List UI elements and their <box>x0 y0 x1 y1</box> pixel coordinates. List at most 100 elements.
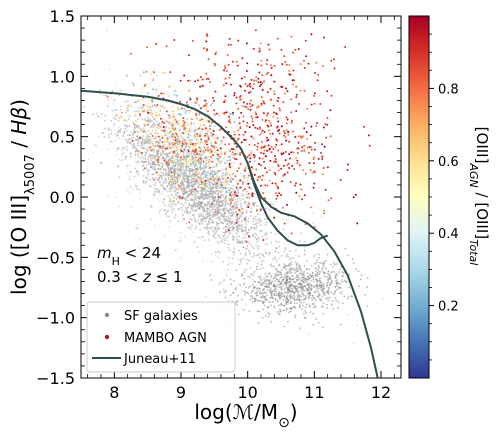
agn-point <box>188 96 191 99</box>
sf-point <box>280 288 282 291</box>
sf-point <box>200 212 202 215</box>
sf-point <box>207 230 210 233</box>
sf-point <box>264 249 266 252</box>
agn-point <box>153 125 156 128</box>
agn-point <box>295 157 298 160</box>
sf-point <box>337 306 339 309</box>
sf-point <box>302 301 305 304</box>
sf-point <box>319 271 321 273</box>
sf-point <box>257 236 260 239</box>
sf-point <box>208 215 211 218</box>
agn-point <box>188 54 190 57</box>
sf-point <box>317 280 320 283</box>
sf-point <box>271 290 274 292</box>
sf-point <box>197 191 200 193</box>
sf-point <box>284 282 286 285</box>
sf-point <box>303 240 306 243</box>
sf-point <box>172 196 175 199</box>
agn-point <box>249 99 252 102</box>
agn-point <box>193 130 196 133</box>
agn-point <box>308 162 311 165</box>
agn-point <box>220 141 223 143</box>
agn-point <box>288 73 291 76</box>
sf-point <box>224 172 226 175</box>
sf-point <box>297 274 299 277</box>
sf-point <box>245 145 247 147</box>
sf-point <box>270 231 272 234</box>
agn-point <box>106 96 109 98</box>
agn-point <box>291 130 294 133</box>
sf-point <box>101 132 104 134</box>
sf-point <box>248 276 251 278</box>
sf-point <box>183 186 185 189</box>
agn-point <box>252 137 255 140</box>
agn-point <box>150 114 153 117</box>
sf-point <box>249 214 252 217</box>
agn-point <box>161 120 164 123</box>
sf-point <box>151 140 153 143</box>
agn-point <box>232 113 235 116</box>
sf-point <box>255 290 258 293</box>
agn-point <box>274 158 277 160</box>
sf-point <box>126 107 129 109</box>
agn-point <box>324 188 327 191</box>
sf-point <box>167 226 170 228</box>
sf-point <box>303 289 306 292</box>
sf-point <box>225 289 228 292</box>
sf-point <box>217 228 220 231</box>
sf-point <box>267 280 270 283</box>
sf-point <box>317 268 320 271</box>
sf-point <box>328 275 331 278</box>
agn-point <box>298 195 301 198</box>
agn-point <box>210 157 213 159</box>
sf-point <box>297 298 299 301</box>
agn-point <box>153 178 156 181</box>
agn-point <box>272 111 275 114</box>
sf-point <box>290 300 292 303</box>
agn-point <box>259 81 262 84</box>
agn-point <box>211 102 214 105</box>
sf-point <box>219 211 221 214</box>
agn-point <box>182 132 185 135</box>
sf-point <box>165 215 168 217</box>
agn-point <box>140 130 143 133</box>
sf-point <box>217 93 220 95</box>
sf-point <box>253 254 256 257</box>
agn-point <box>149 132 152 135</box>
agn-point <box>168 160 171 163</box>
agn-point <box>180 113 183 116</box>
sf-point <box>209 195 211 198</box>
sf-point <box>276 285 278 288</box>
agn-point <box>251 104 254 107</box>
sf-point <box>326 282 329 285</box>
sf-point <box>172 138 175 140</box>
agn-point <box>231 173 234 176</box>
sf-point <box>139 160 142 163</box>
agn-point <box>313 92 316 95</box>
agn-point <box>247 108 250 111</box>
agn-point <box>177 187 180 190</box>
sf-point <box>145 160 148 163</box>
sf-point <box>215 212 218 215</box>
sf-point <box>297 296 300 298</box>
sf-point <box>145 164 148 167</box>
agn-point <box>294 184 296 187</box>
sf-point <box>132 121 135 124</box>
sf-point <box>227 263 230 266</box>
agn-point <box>190 123 192 126</box>
sf-point <box>137 170 140 173</box>
agn-point <box>103 127 106 130</box>
sf-point <box>151 178 154 181</box>
sf-point <box>305 311 308 314</box>
sf-point <box>235 218 238 221</box>
sf-point <box>217 216 219 218</box>
sf-point <box>290 287 293 290</box>
sf-point <box>146 180 148 183</box>
agn-point <box>173 93 176 96</box>
sf-point <box>324 267 327 270</box>
sf-point <box>186 151 188 154</box>
sf-point <box>318 186 321 189</box>
agn-point <box>276 99 279 102</box>
sf-point <box>224 220 226 222</box>
agn-point <box>189 193 192 196</box>
